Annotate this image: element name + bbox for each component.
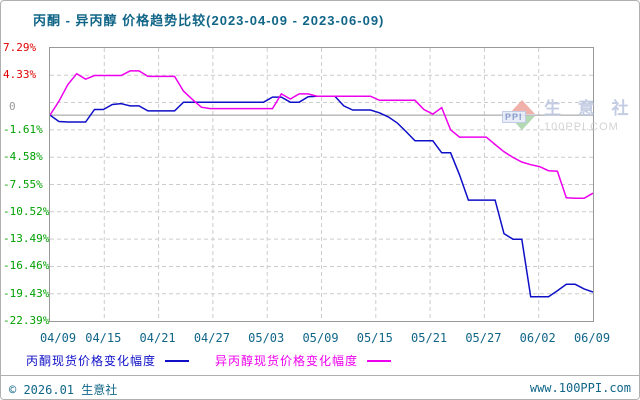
y-tick-label: -13.49% bbox=[3, 232, 50, 246]
y-tick-label: -10.52% bbox=[3, 204, 50, 218]
y-tick-label: -16.46% bbox=[3, 259, 50, 273]
diamond-top-triangle-icon bbox=[509, 100, 535, 114]
x-tick-label: 04/09 bbox=[39, 331, 77, 345]
y-zero-label: 0 bbox=[9, 100, 16, 114]
legend-label: 丙酮现货价格变化幅度 bbox=[26, 354, 157, 368]
site-url-text: www.100PPI.com bbox=[529, 381, 631, 395]
legend-item-isopropanol: 异丙醇现货价格变化幅度 bbox=[215, 352, 392, 369]
legend: 丙酮现货价格变化幅度 异丙醇现货价格变化幅度 bbox=[26, 352, 417, 369]
watermark-logo: PPI 生 意 社 100PPI.COM bbox=[502, 99, 635, 134]
chart-title: 丙酮 - 异丙醇 价格趋势比较(2023-04-09 - 2023-06-09) bbox=[33, 13, 385, 28]
plot-area: PPI 生 意 社 100PPI.COM bbox=[49, 47, 628, 322]
y-tick-label: 4.33% bbox=[3, 68, 37, 82]
x-tick-label: 05/21 bbox=[411, 331, 448, 345]
y-tick-label: 7.29% bbox=[3, 41, 37, 54]
x-tick-label: 04/15 bbox=[85, 331, 122, 345]
watermark-text-block: 生 意 社 100PPI.COM bbox=[544, 99, 635, 134]
x-tick-label: 05/03 bbox=[248, 331, 285, 345]
x-tick-label: 06/02 bbox=[519, 331, 556, 345]
y-tick-label: -4.58% bbox=[3, 150, 43, 164]
ppi-logo-text: PPI bbox=[502, 111, 526, 123]
ppi-diamond-icon: PPI bbox=[502, 100, 536, 134]
legend-item-acetone: 丙酮现货价格变化幅度 bbox=[26, 352, 190, 369]
watermark-site-url: 100PPI.COM bbox=[544, 121, 619, 133]
x-tick-label: 05/09 bbox=[302, 331, 339, 345]
x-tick-label: 05/27 bbox=[465, 331, 502, 345]
y-tick-label: -1.61% bbox=[3, 122, 43, 136]
y-tick-label: -19.43% bbox=[3, 286, 50, 300]
copyright-text: © 2026.01 生意社 bbox=[9, 383, 118, 397]
footer: © 2026.01 生意社 www.100PPI.com bbox=[1, 376, 639, 399]
y-tick-label: -7.55% bbox=[3, 177, 43, 191]
plot-canvas bbox=[50, 48, 593, 321]
x-tick-label: 06/09 bbox=[573, 331, 611, 345]
footer-divider bbox=[1, 375, 639, 376]
x-tick-label: 05/15 bbox=[356, 331, 393, 345]
x-tick-label: 04/21 bbox=[139, 331, 176, 345]
x-tick-label: 04/27 bbox=[193, 331, 230, 345]
legend-line-swatch bbox=[367, 359, 392, 362]
legend-label: 异丙醇现货价格变化幅度 bbox=[215, 354, 359, 368]
y-tick-label: -22.39% bbox=[3, 314, 50, 327]
series-line-isopropanol bbox=[50, 70, 593, 200]
watermark-site-name: 生 意 社 bbox=[544, 99, 635, 118]
legend-line-swatch bbox=[165, 359, 190, 362]
